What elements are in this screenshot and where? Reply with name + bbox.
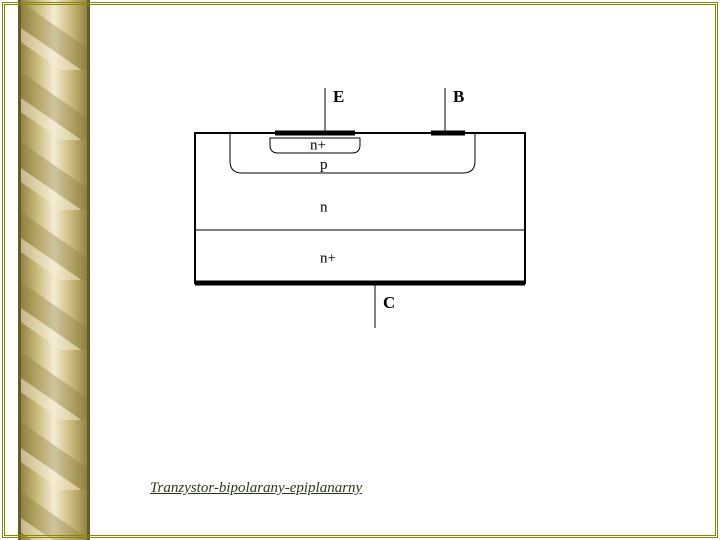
svg-text:B: B [453,87,464,106]
svg-text:C: C [383,293,395,312]
transistor-diagram: E B Cn+ p n n+ [175,80,540,335]
svg-text:p: p [320,157,328,173]
caption: Tranzystor-bipolarany-epiplanarny [150,480,362,497]
svg-text:n: n [320,200,328,216]
svg-text:E: E [333,87,344,106]
svg-text:n+: n+ [310,138,326,154]
decorative-bar [18,0,90,540]
svg-text:n+: n+ [320,251,336,267]
